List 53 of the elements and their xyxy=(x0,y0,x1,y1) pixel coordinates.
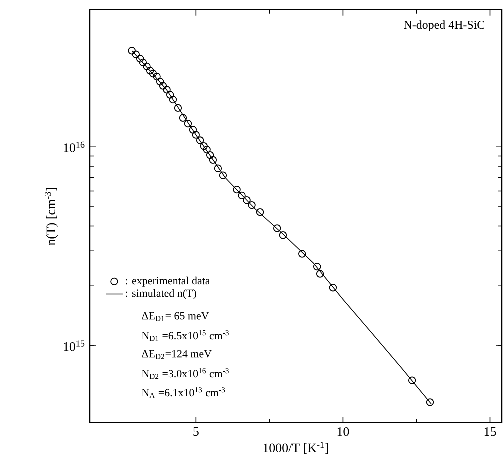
point xyxy=(243,196,251,204)
point xyxy=(203,146,211,154)
point xyxy=(179,114,188,122)
annotation: N$_{D1}$ =6.5x10$^{15}$ cm$^{-3}$ xyxy=(142,330,229,342)
point xyxy=(163,86,171,94)
x-tick-label: 10 xyxy=(338,427,350,436)
point xyxy=(184,120,192,128)
point xyxy=(136,55,144,63)
point xyxy=(219,172,228,180)
point xyxy=(200,142,208,150)
y-tick-label: 10$^{16}$ xyxy=(64,142,85,152)
point xyxy=(206,151,214,160)
x-axis-title: 1000/T [K$^{-1}$] xyxy=(264,442,328,454)
point xyxy=(169,96,178,104)
point xyxy=(159,82,168,90)
annotation: ΔE$_{D1}$= 65 meV xyxy=(142,312,210,322)
point xyxy=(196,136,204,144)
point xyxy=(174,104,182,112)
point xyxy=(238,192,246,200)
point xyxy=(143,62,151,71)
point xyxy=(156,78,164,86)
line-series xyxy=(132,50,432,405)
point xyxy=(192,131,200,139)
point xyxy=(248,201,256,210)
point xyxy=(209,156,218,164)
point xyxy=(189,126,198,134)
point xyxy=(273,224,282,232)
x-tick-label: 15 xyxy=(484,427,496,436)
legend-label: : experimental data xyxy=(126,276,210,287)
point xyxy=(139,58,148,67)
point xyxy=(132,50,140,58)
point xyxy=(233,186,241,194)
point xyxy=(128,47,136,55)
legend-label: : simulated n(T) xyxy=(126,289,196,300)
point xyxy=(153,72,161,81)
annotation: N$_{D2}$ =3.0x10$^{16}$ cm$^{-3}$ xyxy=(142,368,229,380)
annotation: N-doped 4H-SiC xyxy=(404,20,484,32)
y-axis-title: n(T) [cm$^{-3}$] xyxy=(45,188,58,246)
point xyxy=(408,376,416,384)
point xyxy=(214,164,222,172)
point xyxy=(329,284,338,292)
annotation: ΔE$_{D2}$=124 meV xyxy=(142,350,212,360)
point xyxy=(149,70,158,78)
point xyxy=(313,263,322,271)
point xyxy=(166,91,174,99)
point xyxy=(316,270,324,278)
y-tick-label: 10$^{15}$ xyxy=(64,340,85,352)
point xyxy=(279,232,288,240)
point xyxy=(256,208,264,216)
point xyxy=(146,67,154,75)
annotation: N$_{A}$ =6.1x10$^{13}$ cm$^{-3}$ xyxy=(142,387,226,398)
x-tick-label: 5 xyxy=(194,427,199,436)
point xyxy=(298,250,306,258)
